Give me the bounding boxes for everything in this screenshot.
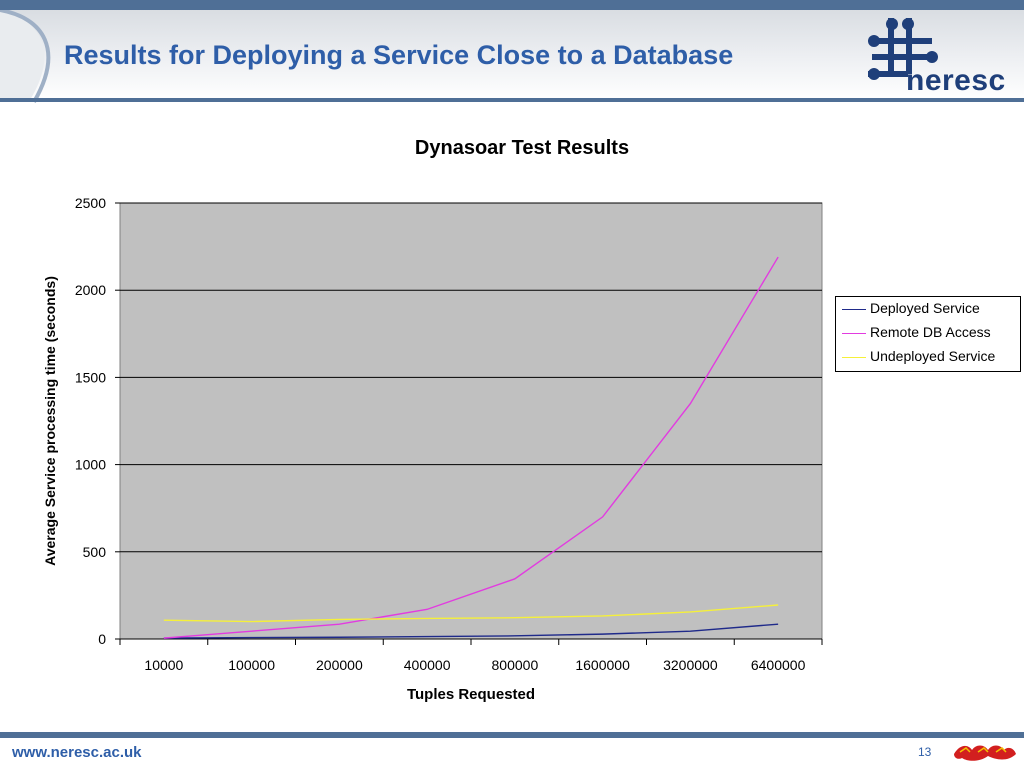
series-lines xyxy=(163,256,779,639)
footer-lion-logo xyxy=(954,745,1016,761)
slide-title: Results for Deploying a Service Close to… xyxy=(64,40,734,70)
footer-url[interactable]: www.neresc.ac.uk xyxy=(12,744,142,761)
legend-item-remote: Remote DB Access xyxy=(836,322,1020,344)
series-line-3 xyxy=(163,604,779,623)
chart-legend: Deployed Service Remote DB Access Undepl… xyxy=(835,296,1021,372)
y-tick-label: 2000 xyxy=(75,282,106,298)
x-tick-label: 800000 xyxy=(492,657,539,673)
series-line-2 xyxy=(163,256,779,639)
header-area xyxy=(0,10,1024,103)
plot-area xyxy=(119,202,823,640)
top-band xyxy=(0,0,1024,10)
x-tick-label: 10000 xyxy=(144,657,183,673)
legend-swatch-deployed xyxy=(842,309,866,310)
legend-swatch-remote xyxy=(842,333,866,334)
page-number: 13 xyxy=(918,745,932,759)
x-tick-label: 400000 xyxy=(404,657,451,673)
header-rule xyxy=(0,98,1024,102)
legend-label-undeployed: Undeployed Service xyxy=(870,348,996,364)
y-tick-label: 1000 xyxy=(75,457,106,473)
neresc-logo xyxy=(868,18,938,80)
legend-item-deployed: Deployed Service xyxy=(836,298,1020,320)
y-axis-label: Average Service processing time (seconds… xyxy=(42,276,58,566)
chart-title: Dynasoar Test Results xyxy=(415,137,629,159)
logo-text: neresc xyxy=(906,64,1006,97)
x-tick-label: 1600000 xyxy=(575,657,630,673)
x-tick-label: 3200000 xyxy=(663,657,718,673)
x-tick-label: 6400000 xyxy=(751,657,806,673)
x-tick-label: 100000 xyxy=(228,657,275,673)
series-line-1 xyxy=(163,623,779,639)
y-tick-label: 2500 xyxy=(75,195,106,211)
legend-label-remote: Remote DB Access xyxy=(870,324,991,340)
x-tick-labels: 10000 100000 200000 400000 800000 1600000 3200… xyxy=(119,639,823,673)
y-tick-label: 1500 xyxy=(75,369,106,385)
header-swoosh xyxy=(0,10,51,103)
y-tick-labels: 0 500 1000 1500 2000 2500 xyxy=(75,195,106,647)
y-tick-label: 500 xyxy=(83,544,107,560)
x-axis-label: Tuples Requested xyxy=(407,686,535,703)
legend-label-deployed: Deployed Service xyxy=(870,300,980,316)
legend-item-undeployed: Undeployed Service xyxy=(836,346,1020,368)
legend-swatch-undeployed xyxy=(842,357,866,358)
x-tick-label: 200000 xyxy=(316,657,363,673)
chart: Dynasoar Test Results 0 500 1000 1500 2000 25… xyxy=(42,137,823,703)
footer-rule xyxy=(0,732,1024,738)
y-tick-label: 0 xyxy=(98,631,106,647)
gridlines xyxy=(115,202,822,640)
